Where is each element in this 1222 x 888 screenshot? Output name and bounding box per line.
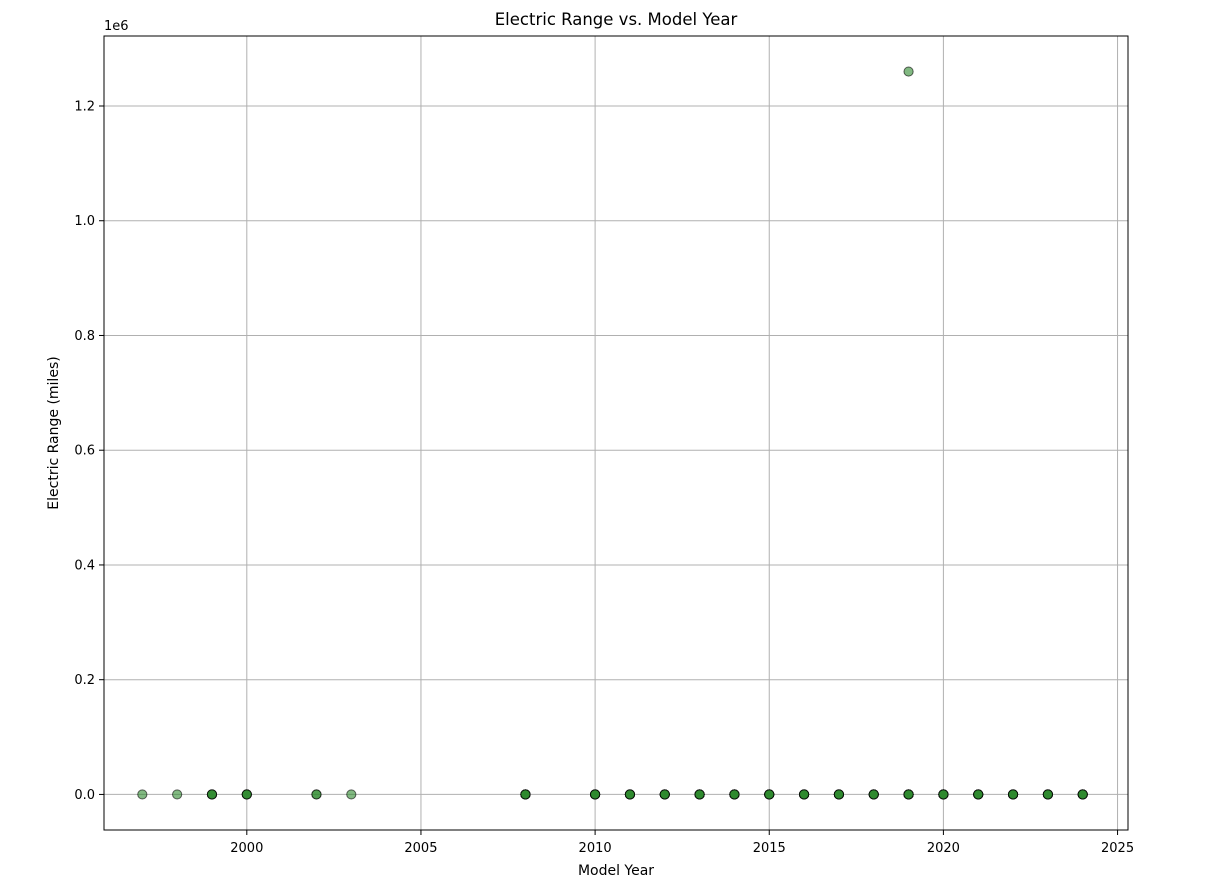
y-tick-label: 0.0 [74,788,95,803]
data-point [903,789,914,800]
chart-title: Electric Range vs. Model Year [495,10,738,29]
data-points [137,66,1088,800]
data-point [520,789,531,800]
data-point [764,789,775,800]
data-point [833,789,845,800]
data-point [659,789,670,800]
data-point [346,789,357,800]
x-tick-label: 2015 [753,841,786,856]
data-point [172,789,183,800]
x-axis-ticks: 2000 2005 2010 2015 2020 2025 [230,830,1134,856]
data-point [1007,789,1019,800]
data-point [241,789,252,800]
data-point [137,789,148,800]
data-point [973,789,984,800]
y-tick-label: 0.4 [74,558,95,573]
data-point [311,789,322,800]
grid [104,36,1128,830]
x-tick-label: 2000 [230,841,263,856]
data-point [729,789,740,800]
x-tick-label: 2020 [927,841,960,856]
data-point [868,789,879,800]
data-point [1042,789,1053,800]
y-axis-label: Electric Range (miles) [46,356,62,509]
y-tick-label: 0.8 [74,329,95,344]
y-axis-offset-text: 1e6 [104,19,129,34]
y-tick-label: 0.6 [74,444,95,459]
y-tick-label: 1.0 [74,214,95,229]
data-point [938,789,949,800]
axes-frame [103,35,1129,831]
data-point [903,66,914,77]
data-point [1077,789,1088,800]
x-tick-label: 2025 [1101,841,1134,856]
y-axis-ticks: 0.0 0.2 0.4 0.6 0.8 1.0 1.2 [74,99,104,803]
x-tick-label: 2005 [404,841,437,856]
data-point [590,789,601,800]
y-tick-label: 0.2 [74,673,95,688]
data-point [694,789,705,800]
plot-area [104,36,1128,830]
y-tick-label: 1.2 [74,99,95,114]
data-point [624,789,636,800]
x-axis-label: Model Year [578,863,654,879]
data-point [798,789,810,800]
data-point [206,789,218,800]
x-tick-label: 2010 [579,841,612,856]
